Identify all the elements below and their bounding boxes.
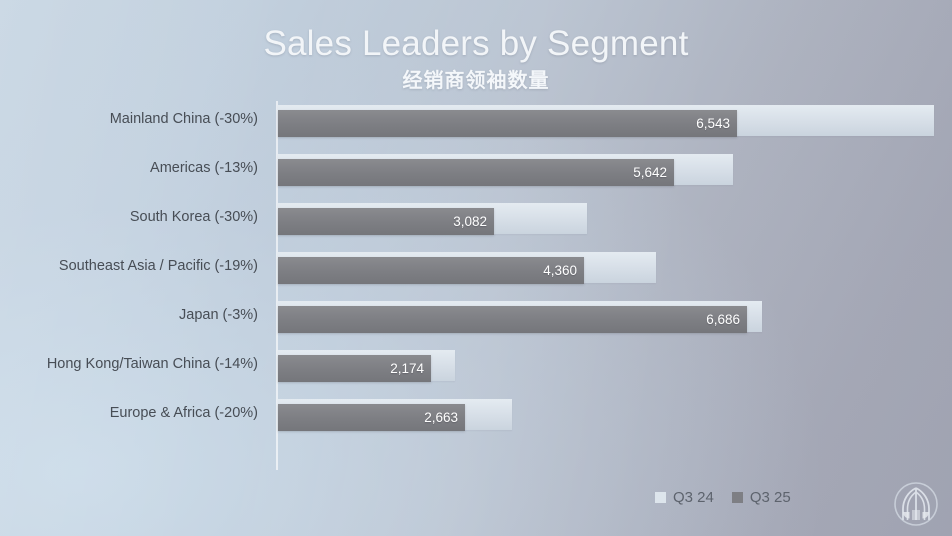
chart-legend: Q3 24 Q3 25 [655,489,791,506]
legend-item[interactable]: Q3 25 [731,489,791,506]
chart-row: Southeast Asia / Pacific (-19%) 4,360 [0,247,952,296]
bar-q3-25: 6,543 [278,110,737,137]
category-label: Hong Kong/Taiwan China (-14%) [46,356,258,372]
chart-row: Japan (-3%) 6,686 [0,296,952,345]
legend-item[interactable]: Q3 24 [655,489,714,506]
bar-value-label: 6,543 [696,116,730,131]
legend-swatch-icon [731,492,743,503]
bar-q3-25: 6,686 [278,306,747,333]
category-label: Americas (-13%) [150,160,258,176]
category-label: Japan (-3%) [179,307,258,323]
bar-value-label: 4,360 [543,263,577,278]
chart-row: Mainland China (-30%) 6,543 [0,100,952,149]
category-label: Southeast Asia / Pacific (-19%) [58,258,258,274]
chart-row: Hong Kong/Taiwan China (-14%) 2,174 [0,345,952,394]
category-axis-line [276,101,278,470]
legend-label: Q3 25 [749,489,791,506]
chart-row: Europe & Africa (-20%) 2,663 [0,394,952,443]
bar-q3-25: 4,360 [278,257,584,284]
amway-arch-logo [894,482,938,526]
bar-q3-25: 5,642 [278,159,674,186]
bar-q3-25: 2,174 [278,355,431,382]
chart-row: Americas (-13%) 5,642 [0,149,952,198]
category-label: Europe & Africa (-20%) [109,405,258,421]
title-block: Sales Leaders by Segment 经销商领袖数量 [0,22,952,94]
bar-value-label: 3,082 [453,214,487,229]
legend-label: Q3 24 [673,489,714,506]
bar-q3-25: 2,663 [278,404,465,431]
category-label: South Korea (-30%) [129,209,258,225]
page-title: Sales Leaders by Segment [263,24,689,63]
bar-value-label: 2,663 [424,410,458,425]
bar-value-label: 2,174 [390,361,424,376]
chart-plot-area: Mainland China (-30%) 6,543 Americas (-13%… [0,98,952,478]
bar-value-label: 5,642 [633,165,667,180]
bar-q3-25: 3,082 [278,208,494,235]
legend-swatch-icon [655,492,666,503]
bar-value-label: 6,686 [706,312,740,327]
page-subtitle: 经销商领袖数量 [402,70,550,92]
chart-row: South Korea (-30%) 3,082 [0,198,952,247]
category-label: Mainland China (-30%) [109,111,258,127]
